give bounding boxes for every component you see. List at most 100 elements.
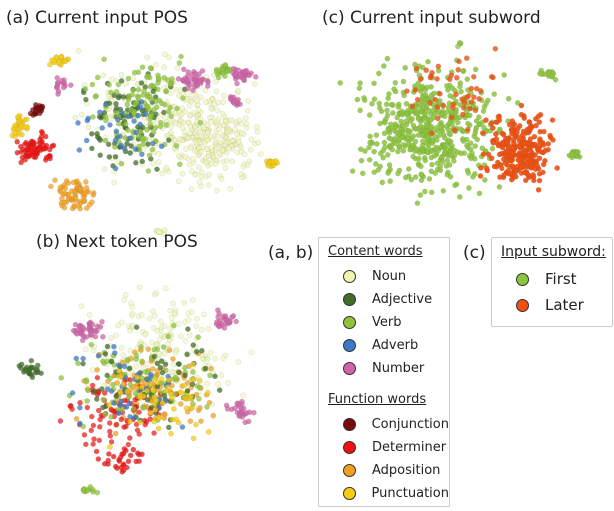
point-later: [540, 149, 546, 156]
point-number: [99, 318, 105, 325]
point-verb: [178, 53, 184, 60]
point-verb: [102, 137, 109, 144]
point-adverb: [118, 110, 125, 116]
point-noun: [246, 158, 253, 165]
point-later: [485, 151, 492, 158]
point-first: [425, 58, 431, 65]
point-first: [456, 194, 463, 200]
point-first: [449, 122, 455, 128]
point-number: [74, 331, 80, 337]
point-later: [409, 103, 416, 110]
legend-marker: [343, 293, 356, 306]
legend-label: Determiner: [372, 440, 447, 455]
legend-label: Adposition: [372, 463, 441, 478]
point-first: [404, 135, 411, 142]
point-first: [400, 142, 407, 148]
point-first: [451, 158, 457, 164]
point-determiner: [106, 451, 112, 457]
legend-marker: [343, 362, 356, 375]
point-adverb: [117, 133, 123, 140]
point-first: [384, 152, 391, 158]
point-first: [391, 86, 397, 92]
point-later: [532, 166, 539, 172]
point-determiner: [113, 421, 120, 428]
point-noun: [177, 333, 184, 340]
point-later: [453, 74, 460, 81]
point-noun: [162, 285, 169, 292]
point-adjective: [94, 134, 101, 140]
point-verb: [197, 120, 204, 126]
point-noun: [196, 164, 202, 171]
point-adjective: [88, 131, 95, 137]
point-later: [497, 174, 503, 180]
point-punctuation: [152, 375, 158, 382]
legend-item-punctuation: Punctuation: [319, 482, 449, 505]
point-verb: [87, 484, 94, 490]
point-verb: [90, 114, 96, 120]
point-later: [467, 105, 473, 112]
legend-item-adposition: Adposition: [319, 459, 449, 482]
point-verb: [152, 125, 159, 131]
point-adverb: [73, 355, 80, 362]
point-first: [404, 111, 410, 117]
point-later: [520, 140, 526, 147]
point-determiner: [18, 159, 24, 166]
point-adjective: [182, 372, 188, 379]
point-noun: [240, 392, 246, 399]
point-later: [447, 76, 453, 83]
point-adjective: [157, 364, 164, 371]
point-adjective: [144, 397, 151, 403]
point-punctuation: [181, 382, 188, 389]
legend-marker: [343, 418, 356, 431]
point-punctuation: [51, 57, 57, 64]
point-punctuation: [190, 361, 196, 367]
point-verb: [133, 356, 140, 362]
point-punctuation: [124, 388, 130, 395]
point-adposition: [178, 401, 184, 407]
point-punctuation: [56, 58, 62, 65]
point-verb: [204, 404, 210, 410]
point-verb: [170, 322, 177, 329]
point-first: [401, 92, 408, 99]
point-noun: [151, 291, 158, 298]
point-adjective: [159, 369, 166, 376]
point-determiner: [110, 453, 117, 460]
legend-item-adjective: Adjective: [319, 288, 449, 311]
legend-marker: [343, 487, 356, 500]
legend-ab: Content words Noun Adjective Verb Adverb Num…: [318, 237, 450, 507]
point-punctuation: [120, 381, 127, 388]
point-punctuation: [137, 419, 143, 426]
point-noun: [208, 161, 214, 167]
point-noun: [222, 165, 229, 171]
point-noun: [222, 118, 229, 125]
point-determiner: [125, 458, 132, 465]
point-number: [185, 69, 192, 75]
point-first: [466, 112, 473, 119]
point-adverb: [83, 137, 90, 144]
point-verb: [195, 334, 202, 340]
point-first: [413, 126, 419, 132]
point-noun: [213, 118, 220, 125]
point-determiner: [22, 141, 28, 147]
point-determiner: [83, 441, 89, 448]
point-noun: [198, 326, 205, 333]
point-verb: [157, 123, 164, 130]
point-first: [422, 188, 428, 195]
point-noun: [174, 65, 181, 71]
point-verb: [161, 74, 167, 81]
point-first: [397, 127, 404, 133]
point-first: [383, 101, 390, 108]
point-later: [527, 157, 534, 164]
point-noun: [209, 95, 215, 102]
point-punctuation: [58, 54, 64, 60]
point-adposition: [83, 184, 90, 191]
point-noun: [241, 151, 248, 158]
point-first: [376, 70, 382, 77]
point-verb: [89, 81, 96, 88]
point-later: [535, 187, 542, 193]
point-conjunction: [38, 105, 44, 112]
point-number: [233, 71, 240, 77]
point-adverb: [112, 137, 119, 144]
point-adverb: [138, 98, 145, 105]
point-adverb: [112, 350, 118, 356]
